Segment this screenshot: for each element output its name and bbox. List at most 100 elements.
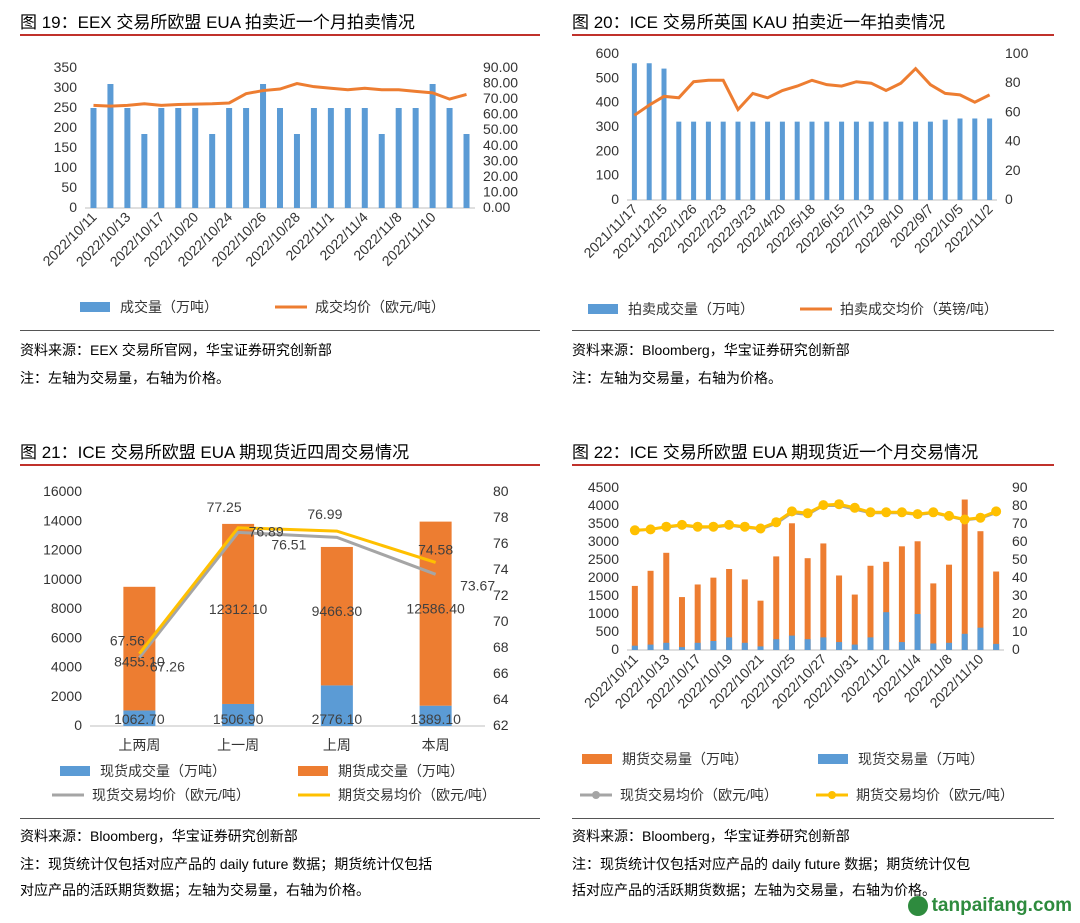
- left-axis-tick-label: 300: [596, 118, 620, 134]
- volume-bar: [735, 121, 741, 200]
- right-axis-tick-label: 0: [1005, 191, 1013, 207]
- spot-volume-bar: [631, 645, 638, 650]
- left-axis-tick-label: 150: [54, 139, 78, 155]
- spot-volume-label: 2776.10: [312, 711, 363, 727]
- legend-spot-price-label: 现货交易均价（欧元/吨）: [620, 787, 778, 803]
- legend-spot-price-marker: [592, 791, 600, 799]
- volume-bar: [107, 84, 114, 208]
- axis-note: 注：左轴为交易量，右轴为价格。: [572, 370, 782, 386]
- volume-bar: [750, 121, 756, 200]
- left-axis-tick-label: 100: [54, 159, 78, 175]
- futures-price-marker: [959, 514, 970, 525]
- spot-volume-bar: [961, 633, 968, 650]
- volume-bar: [794, 121, 800, 200]
- legend-futures-price-marker: [828, 791, 836, 799]
- legend-futures-volume-label: 期货交易量（万吨）: [622, 751, 748, 767]
- left-axis-tick-label: 500: [596, 623, 620, 639]
- left-axis-tick-label: 300: [54, 79, 78, 95]
- note-line-1: 注：现货统计仅包括对应产品的 daily future 数据；期货统计仅包: [572, 856, 971, 872]
- left-axis-tick-label: 3500: [588, 515, 619, 531]
- legend-volume-swatch: [588, 304, 618, 314]
- volume-bar: [779, 121, 785, 200]
- right-axis-tick-label: 62: [493, 717, 509, 733]
- futures-price-marker: [629, 525, 640, 536]
- futures-price-marker: [991, 506, 1002, 517]
- left-axis-tick-label: 1000: [588, 605, 619, 621]
- futures-price-marker: [708, 521, 719, 532]
- right-axis-tick-label: 60.00: [483, 106, 518, 122]
- volume-bar: [260, 84, 267, 208]
- left-axis-tick-label: 500: [596, 69, 620, 85]
- right-axis-tick-label: 70.00: [483, 90, 518, 106]
- source-note: 资料来源：Bloomberg，华宝证券研究创新部: [572, 828, 850, 844]
- left-axis-tick-label: 350: [54, 59, 78, 75]
- futures-volume-bar: [836, 575, 843, 650]
- futures-price-marker: [676, 519, 687, 530]
- axis-note: 注：左轴为交易量，右轴为价格。: [20, 370, 230, 386]
- panel-fig22: 图 22：ICE 交易所欧盟 EUA 期现货近一个月交易情况 0 500 1000 1…: [572, 438, 1054, 908]
- futures-price-marker: [771, 517, 782, 528]
- right-axis-tick-label: 68: [493, 639, 509, 655]
- figure-title: 图 22：ICE 交易所欧盟 EUA 期现货近一个月交易情况: [572, 443, 979, 462]
- right-axis-tick-label: 90.00: [483, 59, 518, 75]
- right-axis-tick-label: 30: [1012, 587, 1028, 603]
- left-axis-tick-label: 200: [596, 142, 620, 158]
- right-axis-tick-label: 80: [1005, 74, 1021, 90]
- title-rule: [572, 464, 1054, 466]
- spot-volume-bar: [773, 639, 780, 650]
- left-axis-tick-label: 3000: [588, 533, 619, 549]
- legend-volume-swatch: [80, 302, 110, 312]
- right-axis-tick-label: 80.00: [483, 75, 518, 91]
- right-axis-tick-label: 76: [493, 535, 509, 551]
- note-line-2: 对应产品的活跃期货数据；左轴为交易量，右轴为价格。: [20, 882, 370, 898]
- legend-spot-volume-swatch: [818, 754, 848, 764]
- futures-price-marker: [881, 507, 892, 518]
- futures-price-marker: [661, 521, 672, 532]
- volume-bar: [243, 108, 250, 208]
- right-axis-tick-label: 0: [1012, 641, 1020, 657]
- spot-volume-bar: [663, 642, 670, 650]
- chart-fig19: 0 50 100 150 200 250 300 350 0.0010.0020.0030.00…: [39, 59, 518, 315]
- futures-volume-bar: [320, 546, 353, 686]
- legend-price-label: 成交均价（欧元/吨）: [315, 299, 445, 315]
- left-axis-tick-label: 16000: [43, 483, 82, 499]
- spot-volume-bar: [647, 644, 654, 650]
- volume-bar: [226, 108, 233, 208]
- volume-bar: [395, 108, 402, 208]
- left-axis-tick-label: 400: [596, 94, 620, 110]
- legend-futures-price-label: 期货交易均价（欧元/吨）: [856, 787, 1014, 803]
- futures-price-marker: [834, 499, 845, 510]
- right-axis-tick-label: 60: [1012, 533, 1028, 549]
- legend-spot-price-label: 现货交易均价（欧元/吨）: [92, 787, 250, 803]
- right-axis-tick-label: 80: [1012, 497, 1028, 513]
- futures-price-marker: [849, 502, 860, 513]
- figure-title: 图 21：ICE 交易所欧盟 EUA 期现货近四周交易情况: [20, 443, 410, 462]
- left-axis-tick-label: 100: [596, 167, 620, 183]
- volume-bar: [344, 108, 351, 208]
- right-axis-tick-label: 0.00: [483, 199, 510, 215]
- spot-volume-label: 1062.70: [114, 711, 165, 727]
- legend-futures-price-label: 期货交易均价（欧元/吨）: [338, 787, 496, 803]
- futures-volume-bar: [123, 586, 156, 711]
- futures-volume-bar: [804, 558, 811, 650]
- futures-price-marker: [692, 521, 703, 532]
- futures-price-marker: [818, 500, 829, 511]
- leaf-logo-icon: [907, 895, 928, 916]
- futures-volume-bar: [741, 579, 748, 650]
- futures-volume-label: 9466.30: [312, 603, 363, 619]
- right-axis-tick-label: 100: [1005, 45, 1029, 61]
- right-axis-tick-label: 90: [1012, 479, 1028, 495]
- right-axis-tick-label: 40: [1005, 133, 1021, 149]
- right-axis-tick-label: 78: [493, 509, 509, 525]
- left-axis-tick-label: 4500: [588, 479, 619, 495]
- chart-fig20: 01002003004005006000204060801002021/11/1…: [580, 45, 1029, 317]
- volume-bar: [765, 121, 771, 200]
- legend-futures-volume-swatch: [582, 754, 612, 764]
- volume-bar: [192, 108, 199, 208]
- futures-volume-bar: [631, 585, 638, 650]
- spot-price-label: 67.26: [150, 659, 185, 675]
- right-axis-tick-label: 64: [493, 691, 509, 707]
- volume-bar: [913, 121, 919, 200]
- spot-volume-bar: [741, 642, 748, 650]
- futures-volume-bar: [961, 499, 968, 650]
